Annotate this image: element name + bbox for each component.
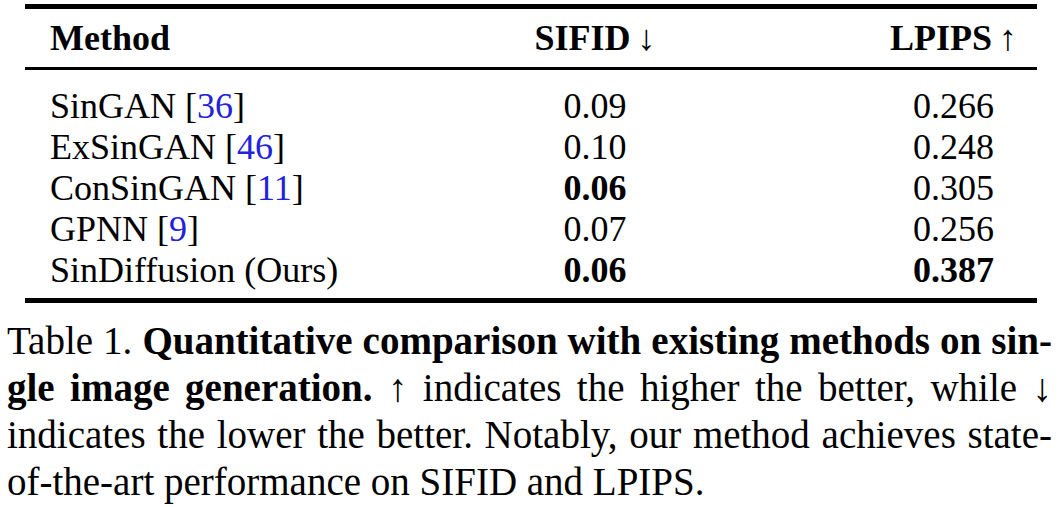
citation-link[interactable]: 36 <box>197 86 233 126</box>
lpips-value: 0.256 <box>870 208 1037 250</box>
sifid-header-label: SIFID <box>534 18 630 58</box>
caption-line: gle image generation. ↑ indicates the hi… <box>7 364 1052 411</box>
sifid-value: 0.06 <box>320 167 870 209</box>
up-arrow-icon: ↑ <box>999 18 1017 58</box>
sifid-value: 0.06 <box>320 249 870 291</box>
column-header-method: Method <box>25 17 320 59</box>
citation-link[interactable]: 9 <box>169 209 187 249</box>
table-row: ConSinGAN [11]0.060.305 <box>25 167 1037 208</box>
table-caption: Table 1. Quantitative comparison with ex… <box>7 317 1052 505</box>
method-name: ExSinGAN [46] <box>25 126 320 168</box>
caption-bold-text: gle image generation. <box>7 366 373 409</box>
lpips-header-label: LPIPS <box>890 18 992 58</box>
lpips-value: 0.305 <box>870 167 1037 209</box>
method-name: ConSinGAN [11] <box>25 167 320 209</box>
caption-line: Table 1. Quantitative comparison with ex… <box>7 317 1052 364</box>
table-row: GPNN [9]0.070.256 <box>25 208 1037 249</box>
method-name: GPNN [9] <box>25 208 320 250</box>
caption-text: of-the-art performance on SIFID and LPIP… <box>7 460 705 503</box>
caption-line: of-the-art performance on SIFID and LPIP… <box>7 458 1052 505</box>
citation-link[interactable]: 11 <box>257 168 292 208</box>
table-bottomrule <box>25 298 1037 303</box>
method-name: SinGAN [36] <box>25 85 320 127</box>
column-header-lpips: LPIPS↑ <box>870 17 1037 59</box>
column-header-sifid: SIFID↓ <box>320 17 870 59</box>
table-row: SinDiffusion (Ours)0.060.387 <box>25 249 1037 290</box>
sifid-value: 0.09 <box>320 85 870 127</box>
table-row: ExSinGAN [46]0.100.248 <box>25 126 1037 167</box>
lpips-value: 0.266 <box>870 85 1037 127</box>
lpips-value: 0.248 <box>870 126 1037 168</box>
table-1-figure: Method SIFID↓ LPIPS↑ SinGAN [36]0.090.26… <box>0 0 1064 505</box>
table-header-row: Method SIFID↓ LPIPS↑ <box>25 9 1037 67</box>
sifid-value: 0.07 <box>320 208 870 250</box>
caption-line: indicates the lower the better. Notably,… <box>7 411 1052 458</box>
caption-text: Table 1. <box>7 319 142 362</box>
table-body: SinGAN [36]0.090.266ExSinGAN [46]0.100.2… <box>25 70 1037 290</box>
caption-text: ↑ indicates the higher the better, while… <box>373 366 1053 409</box>
lpips-value: 0.387 <box>870 249 1037 291</box>
citation-link[interactable]: 46 <box>237 127 273 167</box>
caption-text: indicates the lower the better. Notably,… <box>7 413 1052 456</box>
caption-bold-text: Quantitative comparison with existing me… <box>142 319 1052 362</box>
down-arrow-icon: ↓ <box>638 18 656 58</box>
table-row: SinGAN [36]0.090.266 <box>25 85 1037 126</box>
sifid-value: 0.10 <box>320 126 870 168</box>
method-name: SinDiffusion (Ours) <box>25 249 320 291</box>
results-table: Method SIFID↓ LPIPS↑ SinGAN [36]0.090.26… <box>25 4 1037 303</box>
